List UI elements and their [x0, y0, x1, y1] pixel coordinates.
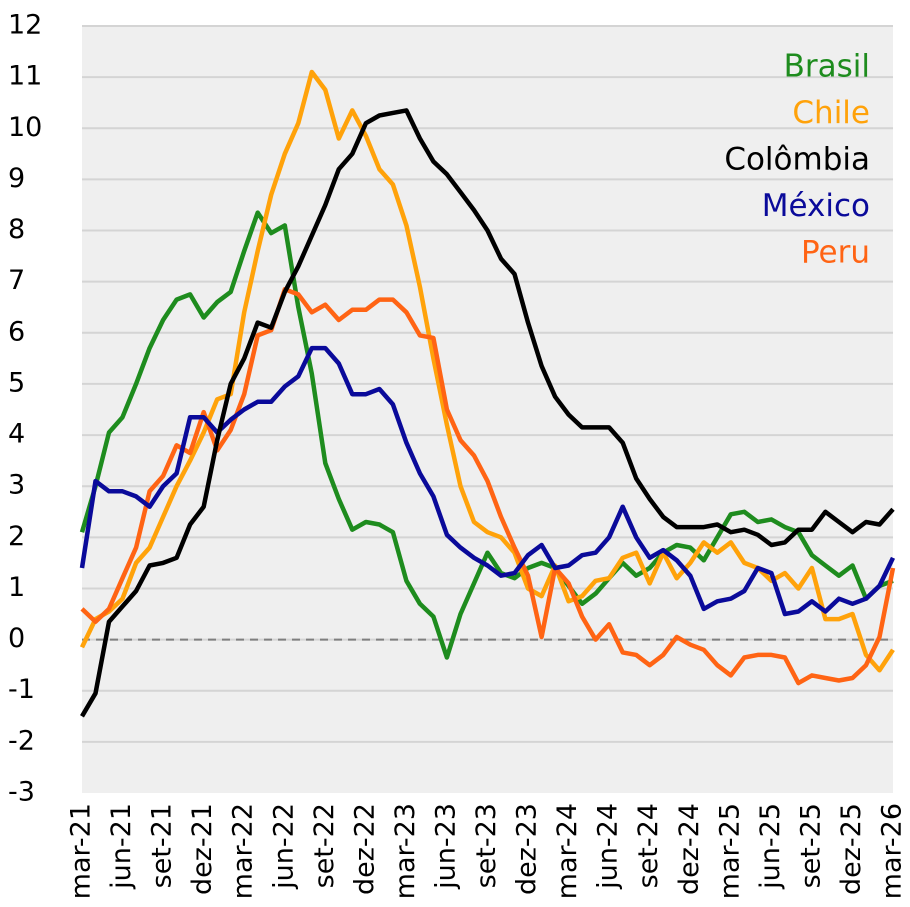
x-tick-label: set-21: [147, 803, 178, 888]
plot-area: [82, 26, 893, 793]
x-tick-label: mar-26: [877, 803, 908, 899]
y-tick-label: 2: [8, 521, 25, 552]
x-tick-label: dez-24: [674, 803, 705, 895]
legend-entry: Brasil: [784, 49, 870, 85]
series-line: [80, 108, 895, 718]
x-tick-label: mar-23: [390, 803, 421, 899]
y-tick-label: 1: [8, 572, 25, 603]
legend-entry: Colômbia: [724, 142, 870, 178]
x-tick-label: set-23: [471, 803, 502, 888]
x-tick-label: jun-23: [430, 803, 461, 890]
x-tick-label: dez-22: [349, 803, 380, 895]
y-tick-label: -1: [8, 674, 35, 705]
y-tick-label: -3: [8, 777, 35, 808]
legend-entry: Peru: [801, 235, 870, 271]
y-tick-label: 8: [8, 214, 25, 245]
y-tick-label: 9: [8, 163, 25, 194]
x-tick-label: set-25: [795, 803, 826, 888]
y-tick-label: 5: [8, 367, 25, 398]
legend-entry: México: [762, 188, 870, 224]
x-tick-label: dez-25: [836, 803, 867, 895]
x-tick-label: set-24: [633, 803, 664, 888]
y-tick-label: 11: [8, 61, 42, 92]
legend-entry: Chile: [792, 95, 870, 131]
x-tick-label: dez-23: [512, 803, 543, 895]
x-tick-label: jun-24: [593, 803, 624, 890]
y-tick-label: 3: [8, 470, 25, 501]
x-tick-label: jun-25: [755, 803, 786, 890]
y-tick-label: 0: [8, 623, 25, 654]
x-tick-label: mar-25: [714, 803, 745, 899]
x-tick-label: set-22: [309, 803, 340, 888]
y-tick-label: -2: [8, 725, 35, 756]
y-tick-label: 10: [8, 112, 42, 143]
x-tick-label: dez-21: [187, 803, 218, 895]
x-tick-label: mar-21: [66, 803, 97, 899]
x-tick-label: jun-21: [106, 803, 137, 890]
x-tick-label: mar-22: [228, 803, 259, 899]
y-tick-label: 4: [8, 419, 25, 450]
y-tick-label: 6: [8, 316, 25, 347]
x-tick-label: jun-22: [268, 803, 299, 890]
series-line: [79, 210, 894, 660]
x-tick-label: mar-24: [552, 803, 583, 899]
y-tick-label: 12: [8, 10, 42, 41]
y-tick-label: 7: [8, 265, 25, 296]
